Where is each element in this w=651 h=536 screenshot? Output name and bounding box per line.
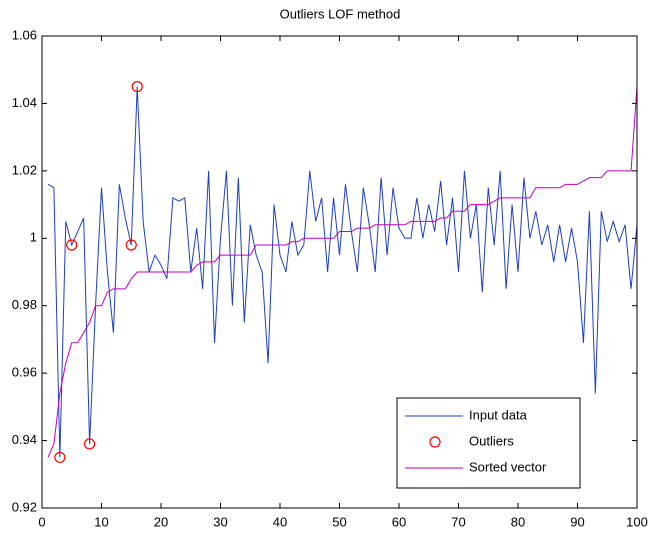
data-line	[47, 86, 638, 458]
outlier-marker	[83, 438, 96, 450]
x-tick-label: 80	[511, 514, 525, 529]
legend-label: Outliers	[469, 433, 514, 448]
y-tick-label: 1.04	[12, 95, 37, 110]
y-tick-label: 0.94	[12, 432, 37, 447]
x-tick-label: 0	[38, 514, 45, 529]
legend-swatch	[429, 436, 441, 448]
y-tick-label: 0.98	[12, 297, 37, 312]
x-tick-label: 30	[213, 514, 227, 529]
data-line	[47, 86, 638, 458]
y-tick-label: 1.06	[12, 27, 37, 42]
outlier-marker	[131, 80, 143, 93]
outlier-marker	[125, 239, 137, 251]
x-tick-label: 100	[626, 514, 648, 529]
x-tick-label: 40	[273, 514, 287, 529]
y-tick-label: 0.96	[12, 365, 37, 380]
legend-box	[396, 397, 581, 489]
x-tick-label: 20	[154, 514, 168, 529]
x-tick-label: 90	[570, 514, 584, 529]
chart-title: Outliers LOF method	[280, 6, 401, 21]
x-tick-label: 10	[94, 514, 108, 529]
x-tick-label: 60	[392, 514, 406, 529]
outlier-marker	[66, 239, 78, 251]
outlier-marker	[54, 451, 66, 464]
legend-label: Sorted vector	[469, 459, 547, 474]
legend-label: Input data	[469, 407, 528, 422]
plot-frame	[41, 35, 638, 509]
y-tick-label: 0.92	[12, 499, 37, 514]
y-tick-label: 1	[30, 230, 37, 245]
y-tick-label: 1.02	[12, 162, 37, 177]
x-tick-label: 50	[332, 514, 346, 529]
x-tick-label: 70	[451, 514, 465, 529]
